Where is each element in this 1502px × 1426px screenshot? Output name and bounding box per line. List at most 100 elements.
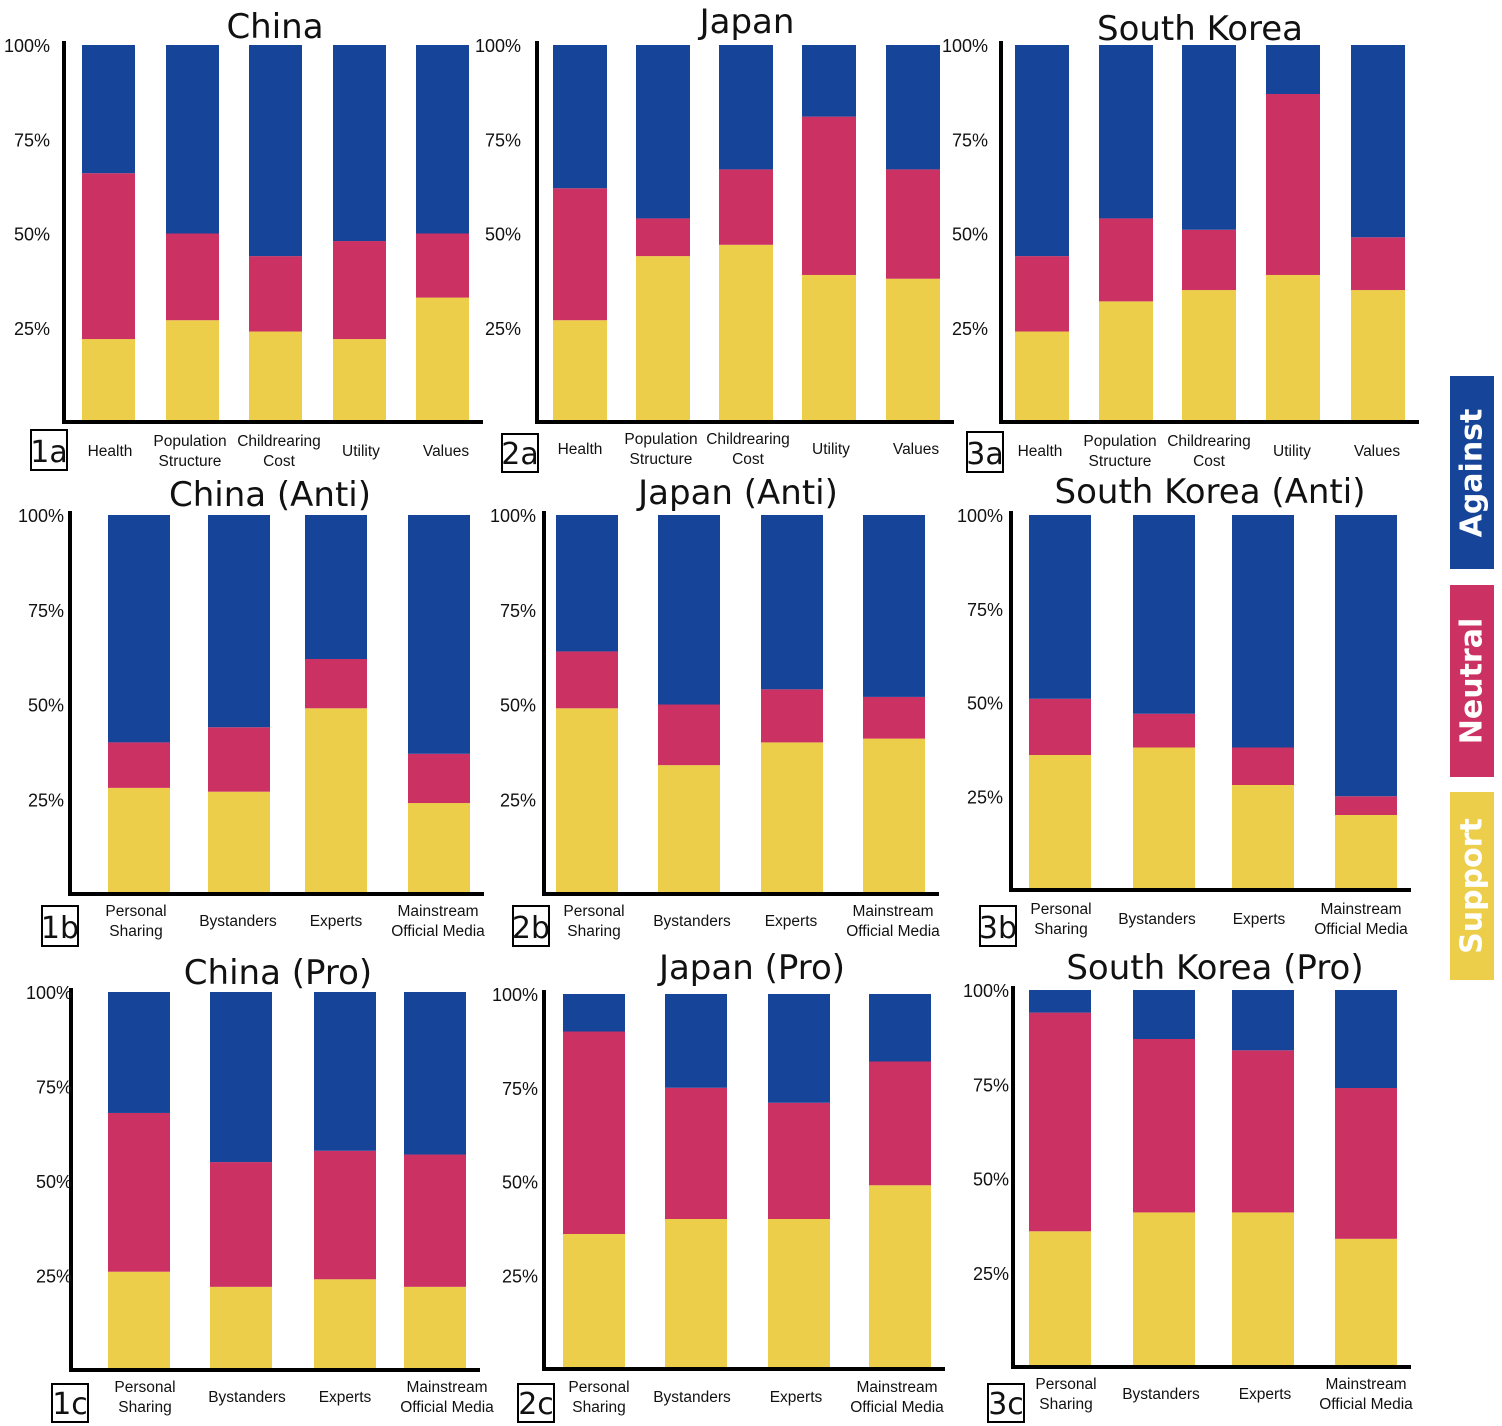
x-tick-label-2a-3: Utility: [812, 441, 850, 458]
chart-panel-2c: 25% 50% 75% 100% Japan (Pro) Personal Sharing B…: [492, 948, 945, 1423]
y-tick-label-2a-2: 75%: [485, 130, 521, 150]
bar-3c-neutral-0: [1029, 1012, 1091, 1232]
bar-3a-against-2: [1182, 45, 1236, 230]
chart-panel-2a: 25% 50% 75% 100% Japan Health Population Struct…: [475, 2, 954, 473]
panel-label-box-1b: [41, 905, 79, 947]
bar-2a-against-1: [636, 45, 690, 219]
bar-1a-neutral-0: [82, 173, 135, 340]
bar-3a-support-3: [1266, 274, 1320, 422]
bar-2a-against-4: [886, 45, 940, 170]
x-tick-label-2a-1: Population Structure: [624, 431, 697, 468]
bar-2b-support-2: [761, 742, 823, 894]
bar-2b-neutral-3: [863, 696, 925, 739]
bar-2b-neutral-1: [658, 704, 720, 766]
y-tick-label-1a-0: 25%: [14, 319, 50, 339]
panel-label-box-2c: [517, 1383, 555, 1423]
bar-1a-neutral-2: [249, 256, 302, 332]
chart-title-2a: Japan: [698, 2, 795, 42]
chart-panel-3a: 25% 50% 75% 100% South Korea Health Population…: [942, 9, 1419, 473]
bar-1b-neutral-2: [305, 659, 367, 709]
chart-panel-3b: 25% 50% 75% 100% South Korea (Anti) Personal S…: [957, 472, 1411, 947]
panel-label-box-3b: [979, 905, 1017, 947]
bar-2a-neutral-4: [886, 169, 940, 279]
bar-1b-against-0: [108, 515, 170, 743]
panel-label-2a: 2a: [501, 437, 538, 472]
y-tick-label-3b-3: 100%: [957, 506, 1003, 526]
y-tick-label-2c-2: 75%: [502, 1079, 538, 1099]
legend-label-neutral: Neutral: [1454, 617, 1490, 745]
bar-1b-neutral-3: [408, 753, 470, 804]
y-tick-label-3a-3: 100%: [942, 36, 988, 56]
y-tick-label-1c-0: 25%: [36, 1267, 72, 1287]
x-tick-label-1c-0: Personal Sharing: [114, 1379, 175, 1416]
bar-3b-support-0: [1029, 755, 1091, 890]
y-tick-label-1c-1: 50%: [36, 1172, 72, 1192]
panel-label-box-1a: [30, 429, 68, 471]
x-tick-label-3b-2: Experts: [1233, 911, 1286, 928]
bar-3a-against-3: [1266, 45, 1320, 95]
bar-3c-support-1: [1133, 1212, 1195, 1367]
x-tick-label-3a-3: Utility: [1273, 443, 1311, 460]
bar-3c-neutral-3: [1335, 1088, 1397, 1239]
chart-panel-2b: 25% 50% 75% 100% Japan (Anti) Personal Sharing…: [490, 473, 940, 947]
bar-3c-neutral-1: [1133, 1039, 1195, 1213]
bar-1c-against-0: [108, 992, 170, 1113]
x-tick-label-3a-1: Population Structure: [1083, 433, 1156, 470]
legend-neutral: Neutral: [1450, 585, 1494, 777]
bar-2a-against-3: [802, 45, 856, 117]
bar-3a-neutral-0: [1015, 256, 1069, 332]
bar-1b-support-3: [408, 803, 470, 894]
bar-2b-neutral-2: [761, 689, 823, 743]
bar-3a-support-1: [1099, 301, 1153, 422]
bar-3b-support-1: [1133, 747, 1195, 890]
bar-2c-neutral-3: [869, 1061, 931, 1186]
bar-1c-against-3: [404, 992, 466, 1155]
y-tick-label-3a-0: 25%: [952, 319, 988, 339]
x-tick-label-3c-3: Mainstream Official Media: [1319, 1376, 1413, 1413]
bar-2c-against-0: [563, 994, 625, 1032]
bar-1c-support-1: [210, 1286, 272, 1370]
legend-support: Support: [1450, 792, 1494, 980]
bar-2c-neutral-0: [563, 1031, 625, 1234]
bar-1c-neutral-3: [404, 1154, 466, 1287]
bar-2a-neutral-1: [636, 218, 690, 257]
bar-3b-against-3: [1335, 515, 1397, 797]
bar-3b-against-0: [1029, 515, 1091, 699]
y-tick-label-2b-1: 50%: [500, 696, 536, 716]
bar-2a-support-3: [802, 274, 856, 422]
x-tick-label-1c-1: Bystanders: [208, 1389, 286, 1406]
chart-title-2c: Japan (Pro): [657, 948, 845, 988]
chart-title-3b: South Korea (Anti): [1055, 472, 1366, 512]
x-tick-label-1b-0: Personal Sharing: [105, 903, 166, 940]
bar-3b-neutral-3: [1335, 796, 1397, 815]
bar-3a-neutral-3: [1266, 94, 1320, 275]
bar-1a-against-0: [82, 45, 135, 174]
y-tick-label-1a-2: 75%: [14, 130, 50, 150]
bar-3b-against-2: [1232, 515, 1294, 748]
x-tick-label-2a-0: Health: [558, 441, 603, 458]
bar-3c-against-0: [1029, 990, 1091, 1013]
x-tick-label-3b-1: Bystanders: [1118, 911, 1196, 928]
x-tick-label-1a-3: Utility: [342, 443, 380, 460]
y-tick-label-3c-3: 100%: [963, 981, 1009, 1001]
panel-label-box-1c: [51, 1383, 89, 1423]
y-tick-label-3b-1: 50%: [967, 694, 1003, 714]
y-tick-label-3b-2: 75%: [967, 600, 1003, 620]
panel-label-2b: 2b: [512, 911, 550, 946]
bar-3c-support-2: [1232, 1212, 1294, 1367]
bar-2c-against-2: [768, 994, 830, 1103]
bar-2b-support-0: [556, 708, 618, 894]
y-tick-label-1b-0: 25%: [28, 790, 64, 810]
bar-1c-support-3: [404, 1286, 466, 1370]
bar-1c-neutral-1: [210, 1162, 272, 1287]
bar-3a-against-0: [1015, 45, 1069, 257]
bar-3a-support-2: [1182, 290, 1236, 422]
y-tick-label-2b-2: 75%: [500, 601, 536, 621]
bar-2b-neutral-0: [556, 651, 618, 709]
bar-1a-against-3: [333, 45, 386, 242]
bar-2b-against-0: [556, 515, 618, 652]
bar-2b-against-3: [863, 515, 925, 697]
bar-3b-neutral-2: [1232, 747, 1294, 785]
bar-2a-against-2: [719, 45, 773, 170]
x-tick-label-1b-2: Experts: [310, 913, 363, 930]
